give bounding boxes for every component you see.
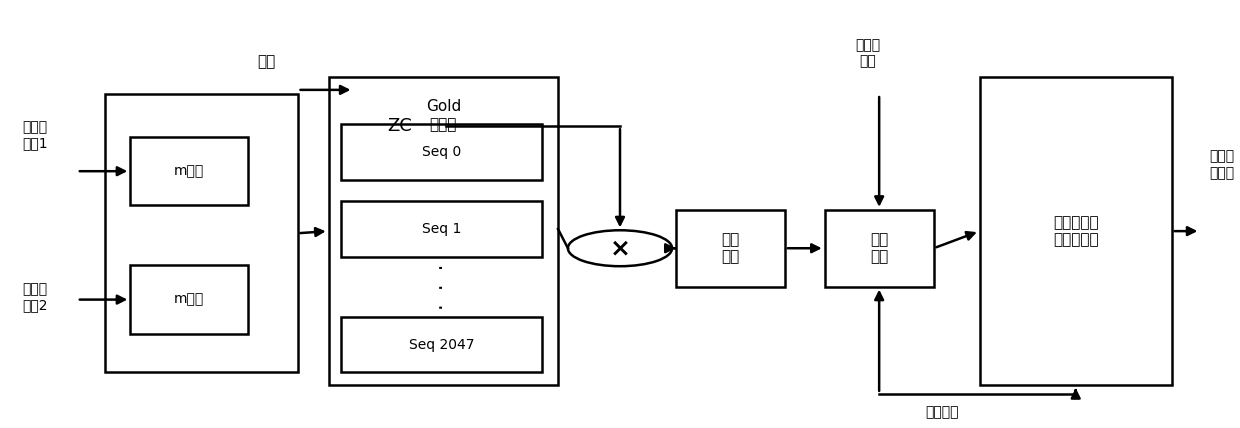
Bar [676, 210, 785, 287]
Text: 频域主
体信号: 频域主 体信号 [1209, 150, 1234, 180]
Text: Seq 2047: Seq 2047 [409, 338, 474, 351]
Bar [353, 90, 446, 163]
Bar [980, 77, 1172, 385]
Text: 网络类型: 网络类型 [925, 405, 960, 419]
Text: ·  ·  ·: · · · [433, 264, 454, 310]
Text: ×: × [610, 236, 630, 260]
Bar [341, 201, 542, 257]
Text: 序列截取与
子载波映射: 序列截取与 子载波映射 [1053, 215, 1099, 247]
Text: 根植: 根植 [258, 54, 275, 70]
Text: 序列生
成式2: 序列生 成式2 [22, 282, 47, 312]
Text: m序列: m序列 [174, 293, 205, 306]
Text: Gold
序列集: Gold 序列集 [425, 99, 461, 132]
Bar [130, 137, 248, 205]
Text: 序列
编号: 序列 编号 [722, 232, 739, 265]
Text: 序列生
成式1: 序列生 成式1 [22, 120, 47, 150]
Text: Seq 0: Seq 0 [422, 145, 461, 159]
Bar [341, 317, 542, 372]
Bar [341, 124, 542, 180]
Bar [329, 77, 558, 385]
Text: 序列
选取: 序列 选取 [870, 232, 888, 265]
Text: ZC: ZC [388, 117, 412, 135]
Bar [105, 94, 298, 372]
Bar [130, 265, 248, 334]
Text: m序列: m序列 [174, 164, 205, 178]
Bar [825, 210, 934, 287]
Text: Seq 1: Seq 1 [422, 222, 461, 236]
Text: 待传输
信令: 待传输 信令 [856, 39, 880, 68]
